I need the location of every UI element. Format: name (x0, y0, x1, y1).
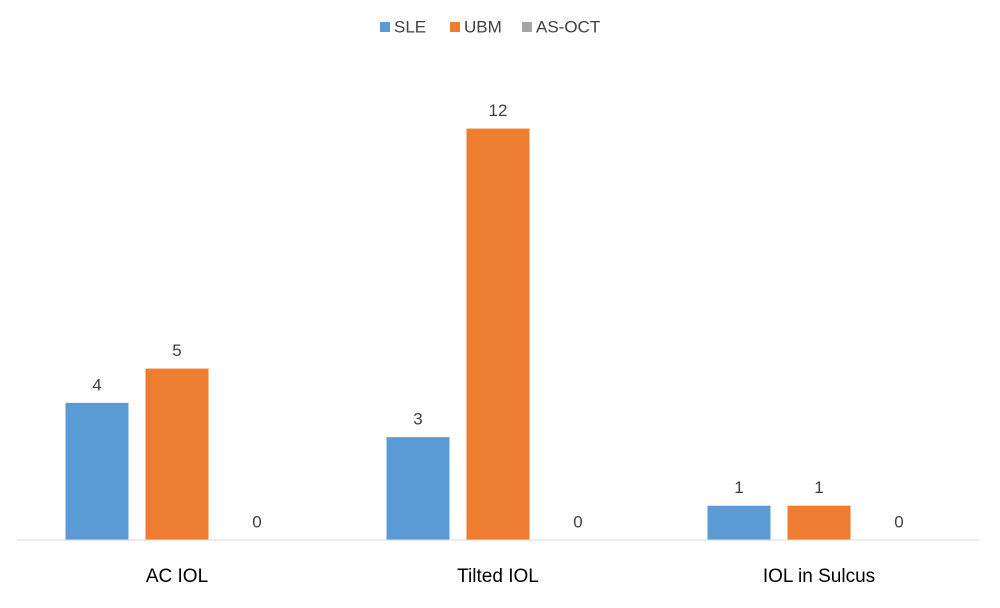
bar (65, 402, 129, 540)
data-label: 0 (573, 512, 582, 531)
data-label: 5 (172, 341, 181, 360)
data-label: 12 (489, 101, 508, 120)
legend-label: UBM (464, 17, 502, 36)
bar (386, 437, 450, 540)
legend-label: SLE (394, 17, 426, 36)
legend-swatch (522, 22, 532, 32)
legend-label: AS-OCT (536, 17, 600, 36)
legend-swatch (380, 22, 390, 32)
data-label: 0 (894, 512, 903, 531)
bar (707, 505, 771, 540)
data-label: 1 (814, 478, 823, 497)
data-label: 4 (92, 375, 101, 394)
x-tick-label: AC IOL (146, 566, 208, 587)
bar (145, 368, 209, 540)
x-tick-label: Tilted IOL (457, 566, 539, 587)
legend-swatch (450, 22, 460, 32)
data-label: 0 (252, 512, 261, 531)
bar (466, 128, 530, 541)
bar (787, 505, 851, 540)
data-label: 1 (734, 478, 743, 497)
data-label: 3 (413, 410, 422, 429)
x-tick-label: IOL in Sulcus (763, 566, 875, 587)
